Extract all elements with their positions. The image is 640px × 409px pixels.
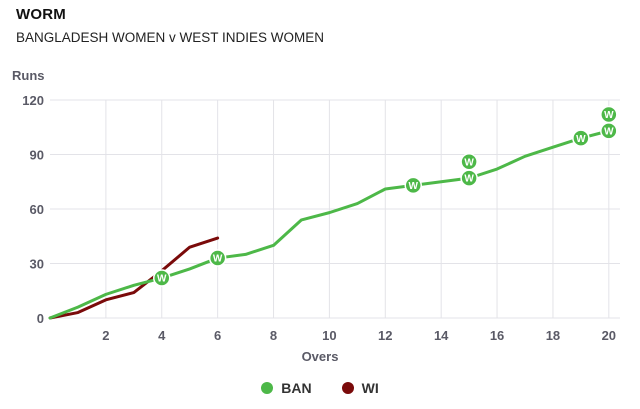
x-tick-label: 18 (546, 328, 560, 343)
wicket-marker-ban: W (208, 249, 227, 267)
x-tick-label: 12 (378, 328, 392, 343)
x-tick-label: 20 (602, 328, 616, 343)
y-tick-label: 90 (30, 148, 44, 163)
legend-item-wi[interactable]: WI (341, 380, 379, 396)
wicket-circle (153, 269, 171, 287)
wicket-letter: W (464, 157, 474, 168)
chart-title: WORM (16, 6, 66, 23)
wicket-letter: W (576, 134, 586, 145)
wicket-circle (460, 153, 478, 171)
wicket-circle (572, 129, 590, 147)
wicket-letter: W (157, 274, 167, 285)
legend-swatch (261, 382, 274, 394)
legend: BAN WI (0, 380, 640, 396)
x-tick-label: 8 (270, 328, 277, 343)
wicket-marker-ban: W (404, 176, 422, 195)
legend-item-ban[interactable]: BAN (261, 380, 312, 396)
x-tick-label: 2 (102, 328, 109, 343)
wicket-circle (600, 105, 618, 124)
x-axis-title: Overs (302, 349, 339, 364)
wicket-letter: W (604, 126, 614, 137)
y-tick-labels: 0 30 60 90 120 (22, 93, 44, 326)
series-line-wi (48, 236, 220, 320)
legend-label: WI (361, 380, 379, 396)
legend-label: BAN (281, 380, 312, 396)
wicket-circle (404, 176, 422, 195)
y-axis-title: Runs (12, 68, 45, 83)
wicket-marker-ban: W (600, 122, 618, 140)
y-tick-label: 120 (22, 93, 44, 108)
wicket-marker-ban: W (460, 169, 478, 187)
wicket-marker-ban: W (460, 153, 478, 171)
y-tick-label: 30 (30, 257, 44, 272)
wicket-circle (208, 249, 227, 267)
x-tick-label: 10 (322, 328, 336, 343)
x-tick-label: 6 (214, 328, 221, 343)
x-tick-label: 4 (158, 328, 166, 343)
x-tick-labels: 2 4 6 8 10 12 14 16 18 20 (102, 328, 616, 343)
x-tick-label: 14 (434, 328, 449, 343)
wicket-marker-ban: W (153, 269, 171, 287)
y-tick-label: 0 (37, 311, 44, 326)
y-tick-label: 60 (30, 202, 44, 217)
wicket-letter: W (464, 174, 474, 185)
wicket-marker-ban: W (572, 129, 590, 147)
series-lines (48, 129, 611, 320)
wicket-marker-ban: W (600, 105, 618, 124)
series-line-ban (48, 129, 611, 320)
legend-swatch (341, 382, 354, 394)
chart-subtitle: BANGLADESH WOMEN v WEST INDIES WOMEN (16, 30, 325, 45)
wicket-letter: W (604, 110, 614, 121)
x-tick-label: 16 (490, 328, 504, 343)
worm-chart: 0 30 60 90 120 2 4 6 8 10 12 14 16 18 20 Runs Overs W… (12, 68, 620, 364)
wicket-letter: W (409, 181, 419, 192)
wicket-letter: W (213, 254, 223, 265)
